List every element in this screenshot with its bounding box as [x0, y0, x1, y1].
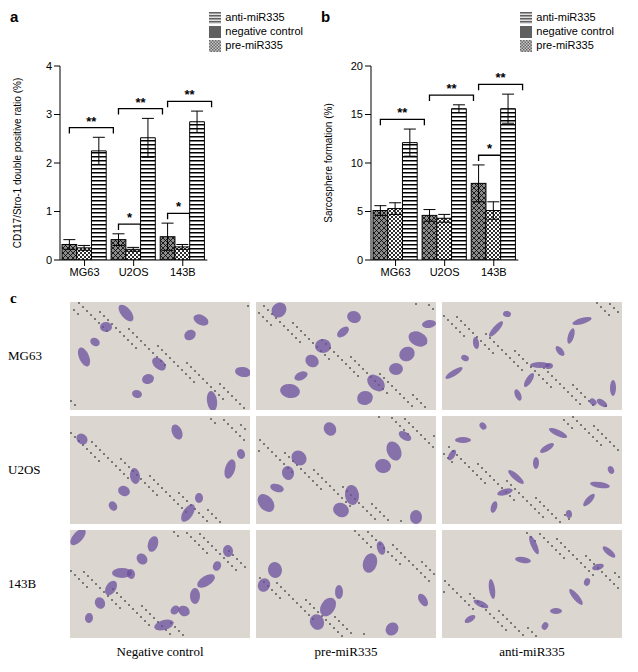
svg-text:**: **: [446, 81, 457, 96]
html-text:c: c: [10, 290, 17, 306]
svg-text:**: **: [185, 87, 196, 102]
svg-text:*: *: [487, 141, 493, 156]
svg-text:0: 0: [357, 254, 363, 266]
html-text:anti-miR335: anti-miR335: [499, 644, 565, 659]
html-text:pre-miR335: pre-miR335: [314, 644, 378, 659]
svg-text:2: 2: [46, 157, 52, 169]
html-text:143B: 143B: [8, 576, 37, 591]
svg-text:15: 15: [351, 108, 363, 120]
svg-text:4: 4: [46, 60, 52, 72]
html-text:pre-miR335: pre-miR335: [536, 39, 594, 52]
svg-text:5: 5: [357, 205, 363, 217]
html-text:Negative control: Negative control: [116, 644, 204, 659]
svg-text:10: 10: [351, 157, 363, 169]
svg-text:143B: 143B: [170, 266, 196, 278]
svg-text:*: *: [176, 199, 182, 214]
svg-text:1: 1: [46, 205, 52, 217]
svg-text:0: 0: [46, 254, 52, 266]
svg-text:**: **: [397, 105, 408, 120]
svg-text:MG63: MG63: [70, 266, 100, 278]
html-text:U2OS: U2OS: [8, 462, 41, 477]
svg-text:**: **: [86, 114, 97, 129]
html-text:negative control: negative control: [536, 25, 614, 38]
svg-text:U2OS: U2OS: [119, 266, 149, 278]
svg-text:*: *: [127, 210, 133, 225]
svg-text:U2OS: U2OS: [430, 266, 460, 278]
svg-text:3: 3: [46, 108, 52, 120]
html-text:a: a: [10, 8, 19, 25]
html-text:MG63: MG63: [8, 348, 42, 363]
html-text:b: b: [321, 8, 331, 25]
svg-text:Sarcosphere formation (%): Sarcosphere formation (%): [323, 103, 334, 223]
html-text:pre-miR335: pre-miR335: [225, 39, 283, 52]
html-text:negative control: negative control: [225, 25, 303, 38]
svg-text:20: 20: [351, 60, 363, 72]
svg-text:CD117/Stro-1 double positive r: CD117/Stro-1 double positive ratio (%): [12, 78, 23, 248]
svg-text:MG63: MG63: [381, 266, 411, 278]
svg-text:**: **: [496, 70, 507, 85]
svg-text:**: **: [135, 95, 146, 110]
html-text:anti-miR335: anti-miR335: [225, 11, 285, 23]
svg-text:143B: 143B: [481, 266, 507, 278]
html-text:anti-miR335: anti-miR335: [536, 11, 596, 23]
